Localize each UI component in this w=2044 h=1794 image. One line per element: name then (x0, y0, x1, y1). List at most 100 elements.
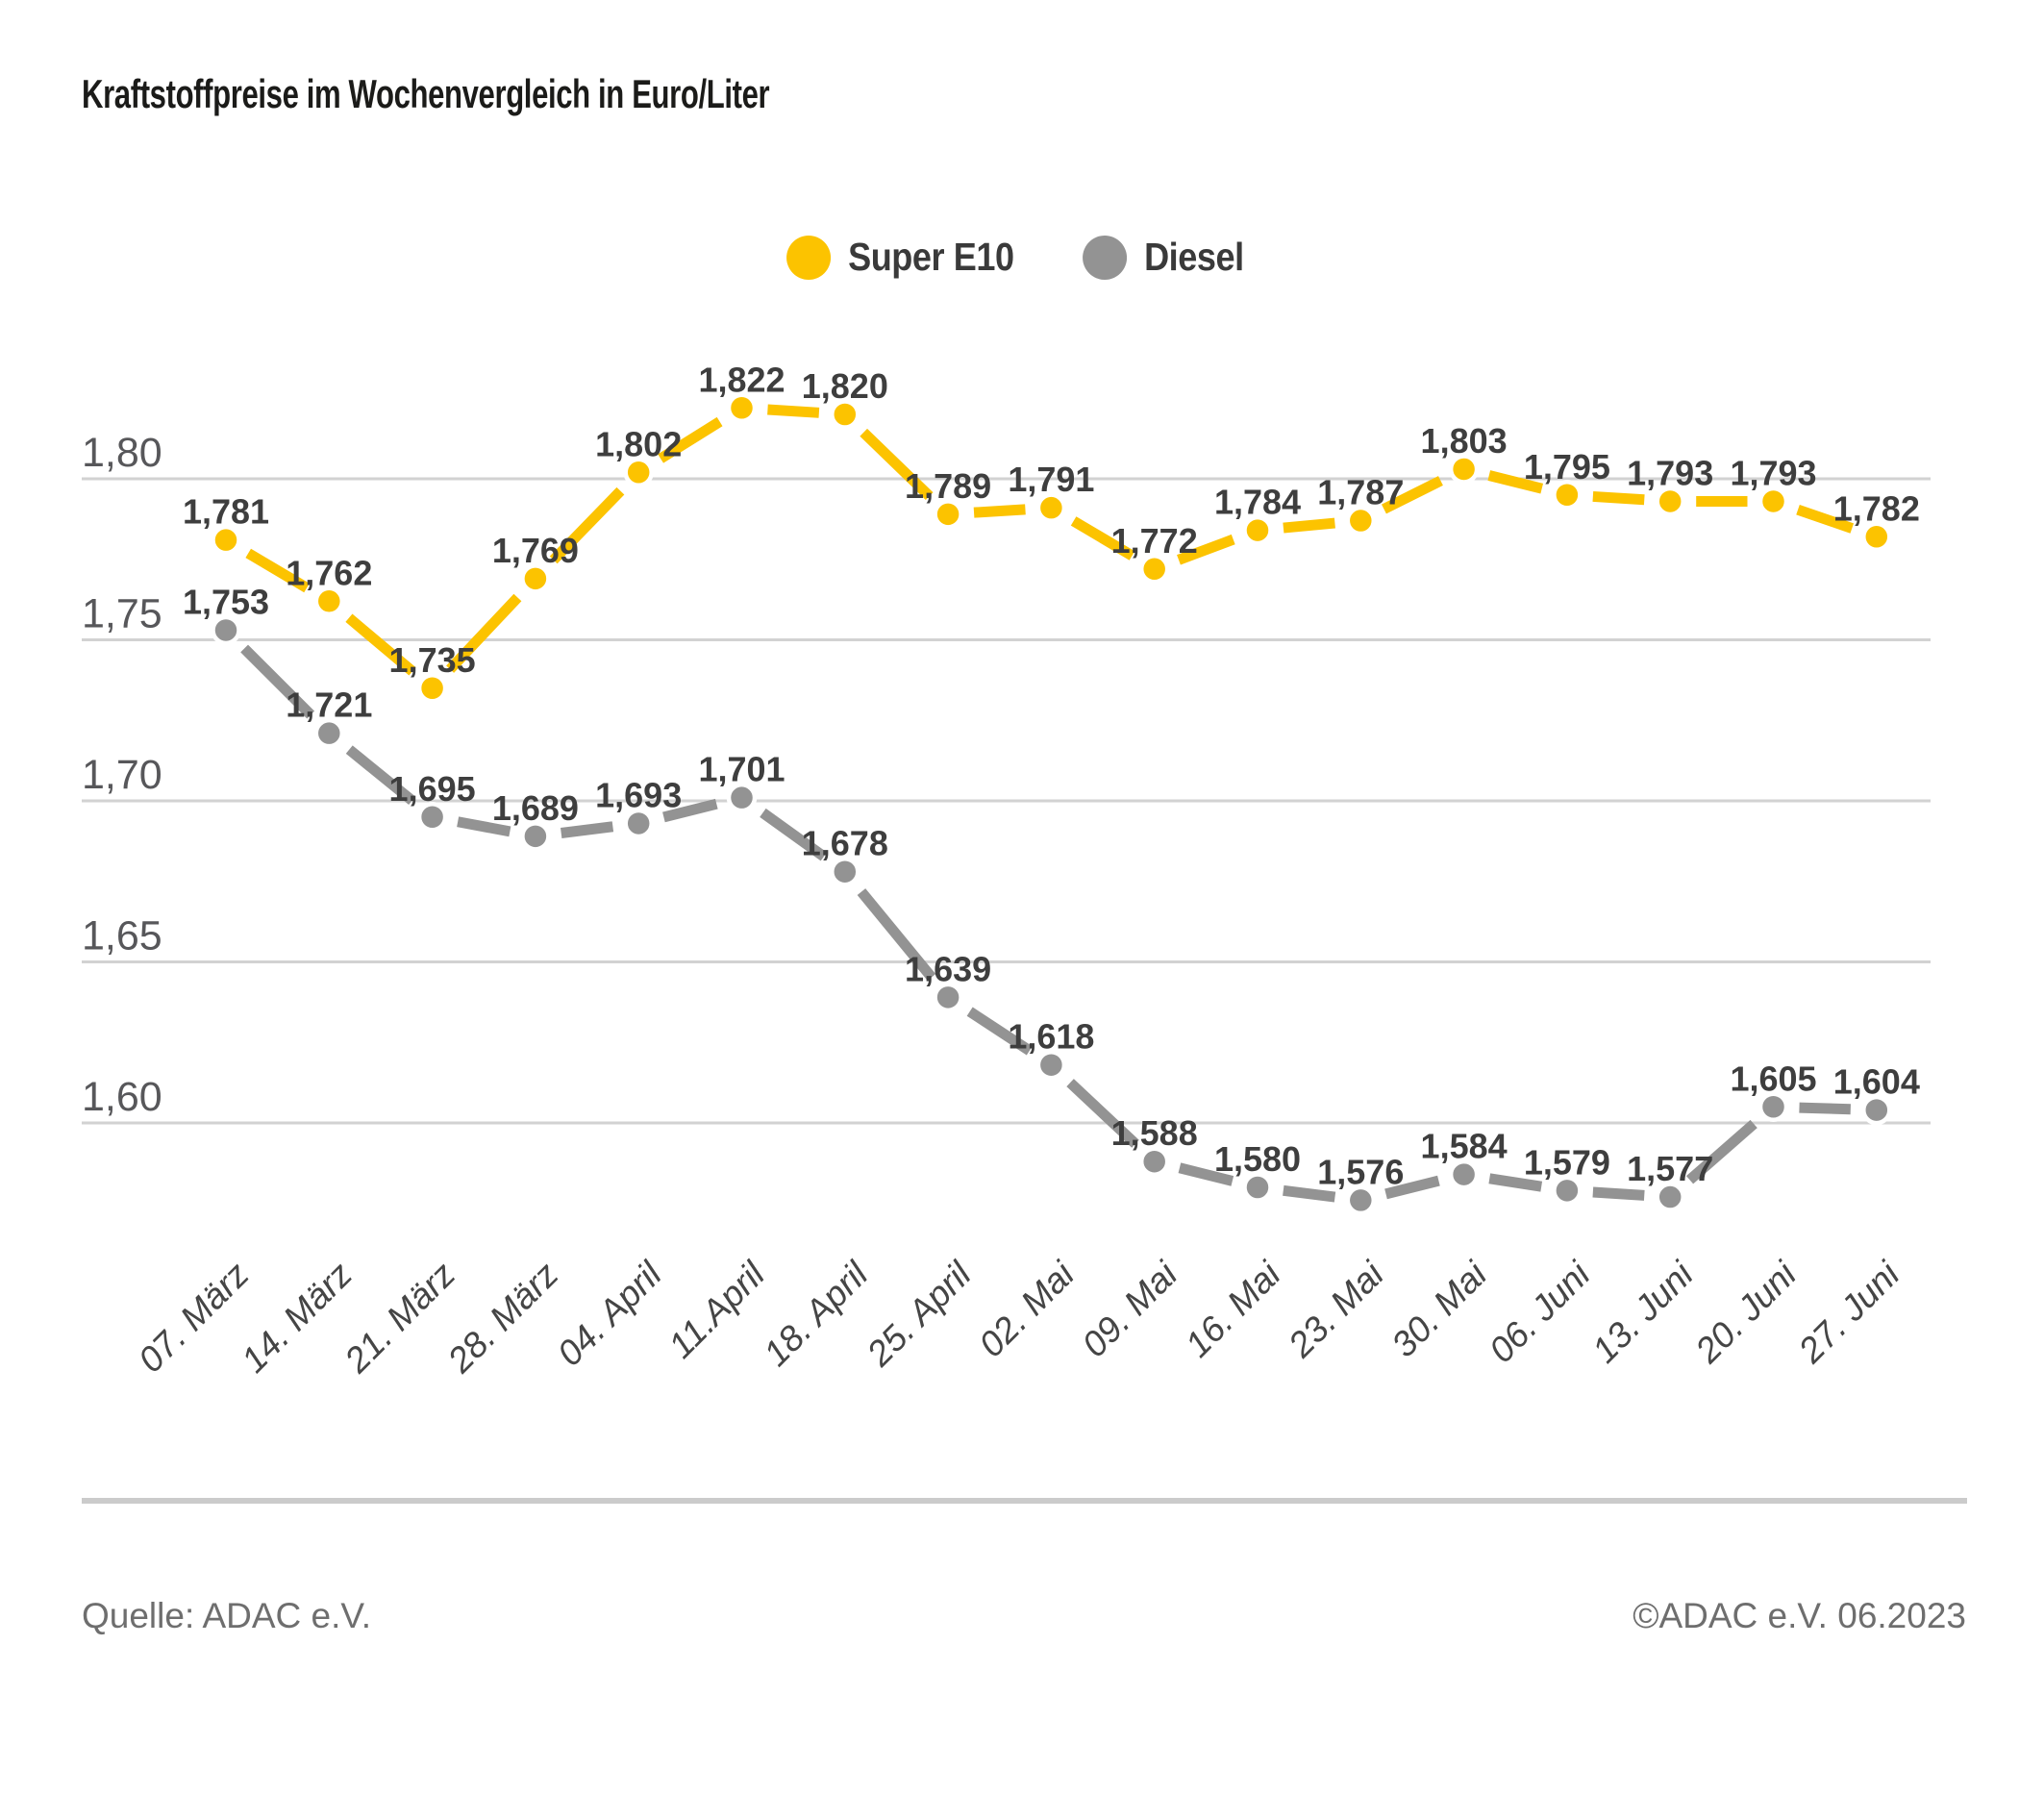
data-label-diesel: 1,721 (286, 685, 372, 725)
series-segment-super-e10 (767, 404, 820, 418)
data-point-diesel (520, 821, 551, 852)
data-label-diesel: 1,577 (1627, 1149, 1713, 1188)
x-axis-tick-label: 27. Juni (1790, 1253, 1908, 1371)
data-label-super-e10: 1,820 (802, 366, 888, 406)
series-segment-super-e10 (549, 486, 625, 564)
legend-label-diesel: Diesel (1144, 235, 1244, 279)
data-label-diesel: 1,605 (1730, 1059, 1816, 1098)
data-point-super-e10 (1448, 454, 1480, 485)
x-axis-tick-label: 09. Mai (1075, 1253, 1186, 1364)
data-point-super-e10 (1345, 505, 1377, 536)
data-label-super-e10: 1,769 (492, 531, 579, 570)
data-label-super-e10: 1,822 (698, 360, 785, 399)
data-label-diesel: 1,695 (389, 769, 476, 809)
data-label-diesel: 1,580 (1214, 1139, 1301, 1179)
data-label-super-e10: 1,787 (1317, 473, 1404, 512)
x-axis-tick-label: 07. März (131, 1255, 257, 1381)
x-axis-tick-label: 30. Mai (1383, 1253, 1495, 1364)
series-segment-super-e10 (1283, 517, 1335, 534)
series-segment-diesel (1384, 1175, 1440, 1200)
series-segment-super-e10 (1487, 470, 1544, 494)
y-axis-tick-label: 1,60 (82, 1074, 162, 1120)
series-segment-diesel (857, 888, 936, 981)
data-point-super-e10 (211, 524, 241, 556)
chart-title: Kraftstoffpreise im Wochenvergleich in E… (82, 71, 770, 116)
data-label-diesel: 1,753 (183, 582, 269, 621)
x-axis-tick-label: 16. Mai (1178, 1253, 1289, 1364)
data-label-super-e10: 1,735 (389, 640, 476, 680)
data-point-super-e10 (830, 399, 860, 430)
x-axis-tick-label: 23. Mai (1280, 1253, 1392, 1365)
x-axis-tick-label: 13. Juni (1584, 1253, 1702, 1370)
series-segment-diesel (1685, 1119, 1757, 1184)
y-axis-tick-label: 1,65 (82, 913, 162, 959)
data-point-super-e10 (623, 457, 654, 488)
data-point-diesel (313, 717, 345, 749)
data-point-diesel (1448, 1159, 1480, 1190)
data-point-super-e10 (726, 392, 758, 424)
data-point-diesel (211, 614, 241, 646)
x-axis-tick-label: 21. März (337, 1255, 462, 1381)
data-label-super-e10: 1,781 (183, 492, 269, 532)
data-label-diesel: 1,576 (1317, 1152, 1404, 1191)
data-point-super-e10 (1138, 554, 1170, 585)
data-point-super-e10 (933, 499, 963, 530)
series-segment-diesel (1488, 1173, 1543, 1192)
series-segment-diesel (1799, 1102, 1851, 1115)
series-segment-diesel (345, 745, 416, 806)
series-segment-diesel (662, 798, 718, 823)
y-axis-tick-label: 1,80 (82, 430, 162, 476)
series-segment-diesel (1178, 1162, 1234, 1186)
data-point-diesel (1655, 1182, 1685, 1212)
series-segment-diesel (457, 816, 511, 837)
data-label-diesel: 1,639 (905, 949, 991, 988)
data-label-super-e10: 1,782 (1833, 488, 1920, 528)
x-axis-tick-label: 20. Juni (1687, 1253, 1806, 1371)
data-point-diesel (1861, 1094, 1892, 1126)
series-segment-super-e10 (345, 613, 416, 676)
series-segment-super-e10 (1177, 534, 1235, 565)
series-segment-super-e10 (1381, 476, 1443, 514)
footer-copyright: ©ADAC e.V. 06.2023 (1633, 1596, 1966, 1635)
series-segment-diesel (760, 808, 828, 861)
x-axis-tick-label: 14. März (234, 1255, 360, 1381)
data-label-diesel: 1,618 (1008, 1017, 1094, 1057)
data-point-diesel (1242, 1172, 1273, 1203)
series-segment-super-e10 (1796, 505, 1855, 534)
data-label-super-e10: 1,784 (1214, 483, 1301, 522)
data-point-diesel (933, 982, 963, 1013)
data-label-super-e10: 1,802 (595, 424, 682, 463)
data-point-diesel (1035, 1049, 1067, 1081)
data-point-super-e10 (416, 673, 448, 704)
y-axis-tick-label: 1,75 (82, 591, 162, 637)
data-label-super-e10: 1,789 (905, 466, 991, 506)
x-axis-tick-label: 11.April (661, 1253, 773, 1365)
data-label-super-e10: 1,793 (1627, 453, 1713, 492)
series-segment-diesel (1283, 1184, 1336, 1203)
series-segment-super-e10 (860, 428, 934, 501)
series-segment-super-e10 (973, 504, 1026, 518)
series-segment-diesel (1592, 1186, 1645, 1201)
data-point-super-e10 (1035, 492, 1067, 523)
series-segment-super-e10 (658, 416, 723, 463)
legend-dot-diesel-icon (1083, 235, 1128, 280)
data-label-super-e10: 1,803 (1421, 421, 1508, 461)
x-axis-tick-label: 28. März (439, 1255, 565, 1381)
series-segment-diesel (561, 821, 614, 838)
data-label-diesel: 1,678 (802, 824, 888, 863)
data-point-diesel (726, 782, 758, 813)
data-label-diesel: 1,689 (492, 788, 579, 828)
legend-item-diesel: Diesel (1083, 235, 1258, 280)
data-label-diesel: 1,701 (698, 750, 785, 789)
y-axis-tick-label: 1,70 (82, 752, 162, 798)
data-point-diesel (1552, 1175, 1583, 1207)
data-label-super-e10: 1,791 (1008, 460, 1094, 499)
data-point-super-e10 (1757, 486, 1789, 517)
data-point-super-e10 (1242, 514, 1273, 546)
x-axis-tick-label: 18. April (756, 1253, 876, 1373)
data-label-super-e10: 1,772 (1111, 521, 1198, 561)
data-point-diesel (623, 808, 654, 839)
chart-legend: Super E10 Diesel (786, 235, 1258, 280)
legend-item-super-e10: Super E10 (786, 235, 1036, 280)
